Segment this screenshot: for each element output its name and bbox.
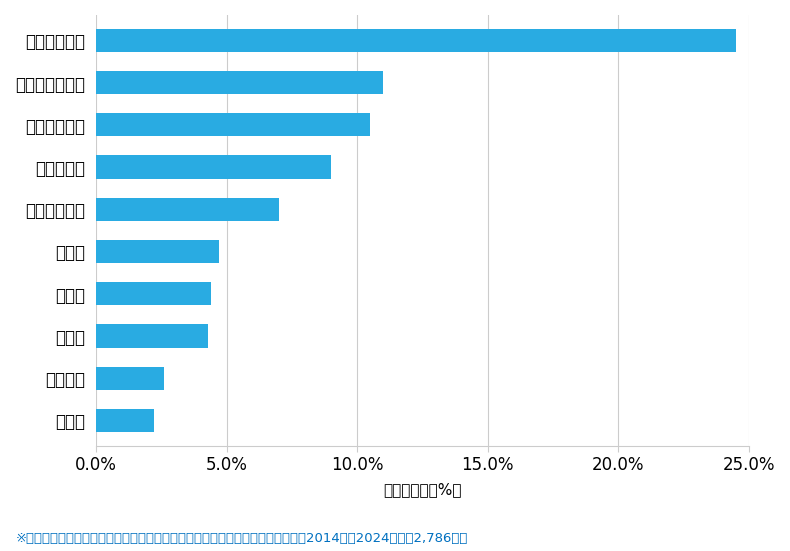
Bar bbox=[96, 282, 211, 305]
Bar bbox=[96, 155, 331, 179]
Bar bbox=[96, 113, 371, 137]
Bar bbox=[96, 198, 279, 221]
Bar bbox=[96, 366, 164, 390]
Bar bbox=[96, 409, 153, 432]
Bar bbox=[96, 240, 219, 263]
Bar bbox=[96, 71, 383, 94]
Bar bbox=[96, 29, 735, 52]
Text: ※弊社受付の案件を対象に、受付時に市区町村の回答があったものを集計（期間2014年〜2024年、計2,786件）: ※弊社受付の案件を対象に、受付時に市区町村の回答があったものを集計（期間2014… bbox=[16, 532, 468, 545]
Bar bbox=[96, 325, 209, 348]
X-axis label: 件数の割合（%）: 件数の割合（%） bbox=[383, 483, 461, 498]
